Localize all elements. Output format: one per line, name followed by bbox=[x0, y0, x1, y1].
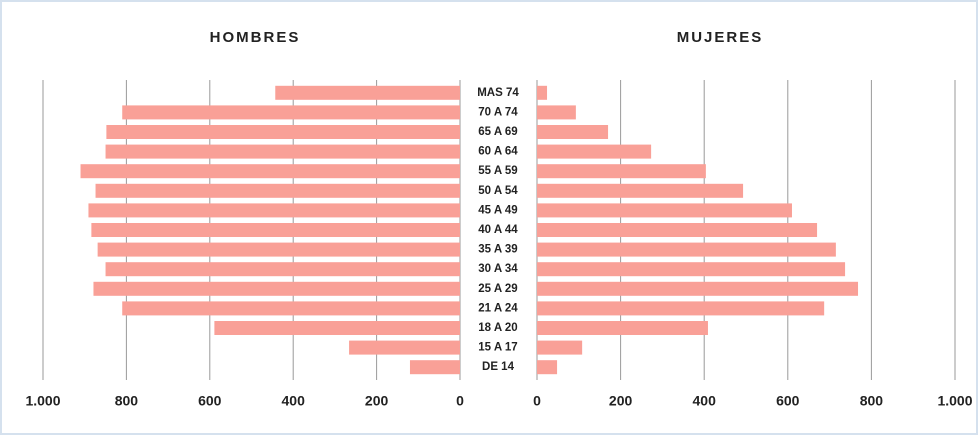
bar bbox=[214, 321, 460, 335]
category-label: 50 A 54 bbox=[478, 185, 518, 197]
bar bbox=[93, 281, 460, 296]
category-label: DE 14 bbox=[482, 361, 515, 373]
bar bbox=[537, 125, 609, 139]
x-tick-label: 800 bbox=[860, 393, 884, 409]
x-tick-label: 200 bbox=[609, 393, 633, 409]
category-label: 65 A 69 bbox=[478, 126, 517, 138]
category-label: 35 A 39 bbox=[478, 244, 517, 256]
panel-title: HOMBRES bbox=[210, 29, 301, 46]
category-label: MAS 74 bbox=[477, 87, 519, 99]
bar bbox=[537, 340, 583, 355]
bar bbox=[106, 125, 460, 139]
bar bbox=[537, 144, 652, 159]
category-label: 70 A 74 bbox=[478, 106, 518, 118]
bar bbox=[409, 360, 460, 375]
bar bbox=[537, 301, 825, 316]
category-label: 55 A 59 bbox=[478, 165, 517, 177]
bar bbox=[105, 144, 461, 159]
bar bbox=[105, 262, 461, 277]
bar bbox=[349, 340, 460, 355]
category-label: 15 A 17 bbox=[478, 342, 517, 354]
x-tick-label: 0 bbox=[533, 393, 541, 409]
bar bbox=[537, 242, 836, 257]
x-tick-label: 1.000 bbox=[25, 393, 60, 409]
x-tick-label: 400 bbox=[693, 393, 717, 409]
bar bbox=[91, 223, 460, 237]
bar bbox=[537, 262, 846, 277]
bar bbox=[122, 301, 460, 316]
category-label: 40 A 44 bbox=[478, 224, 518, 236]
bar bbox=[80, 164, 460, 179]
bar bbox=[122, 105, 460, 120]
bar bbox=[88, 203, 460, 218]
category-label: 18 A 20 bbox=[478, 322, 517, 334]
bar bbox=[537, 281, 859, 296]
category-label: 45 A 49 bbox=[478, 204, 517, 216]
category-label: 25 A 29 bbox=[478, 283, 517, 295]
category-label: 30 A 34 bbox=[478, 263, 518, 275]
bar bbox=[537, 360, 558, 375]
x-tick-label: 200 bbox=[365, 393, 389, 409]
panel-title: MUJERES bbox=[677, 29, 764, 46]
x-tick-label: 600 bbox=[198, 393, 222, 409]
bar bbox=[537, 223, 818, 237]
bar bbox=[537, 105, 576, 120]
bar bbox=[537, 85, 548, 100]
bar bbox=[97, 242, 460, 257]
x-tick-label: 0 bbox=[456, 393, 464, 409]
bar bbox=[537, 183, 744, 198]
bar bbox=[95, 183, 461, 198]
x-tick-label: 400 bbox=[282, 393, 306, 409]
x-tick-label: 1.000 bbox=[937, 393, 972, 409]
bar bbox=[537, 321, 708, 335]
bar bbox=[537, 203, 792, 218]
category-label: 60 A 64 bbox=[478, 146, 518, 158]
bar bbox=[275, 85, 460, 100]
category-label: 21 A 24 bbox=[478, 302, 518, 314]
bar bbox=[537, 164, 706, 179]
x-tick-label: 600 bbox=[776, 393, 800, 409]
x-tick-label: 800 bbox=[115, 393, 139, 409]
